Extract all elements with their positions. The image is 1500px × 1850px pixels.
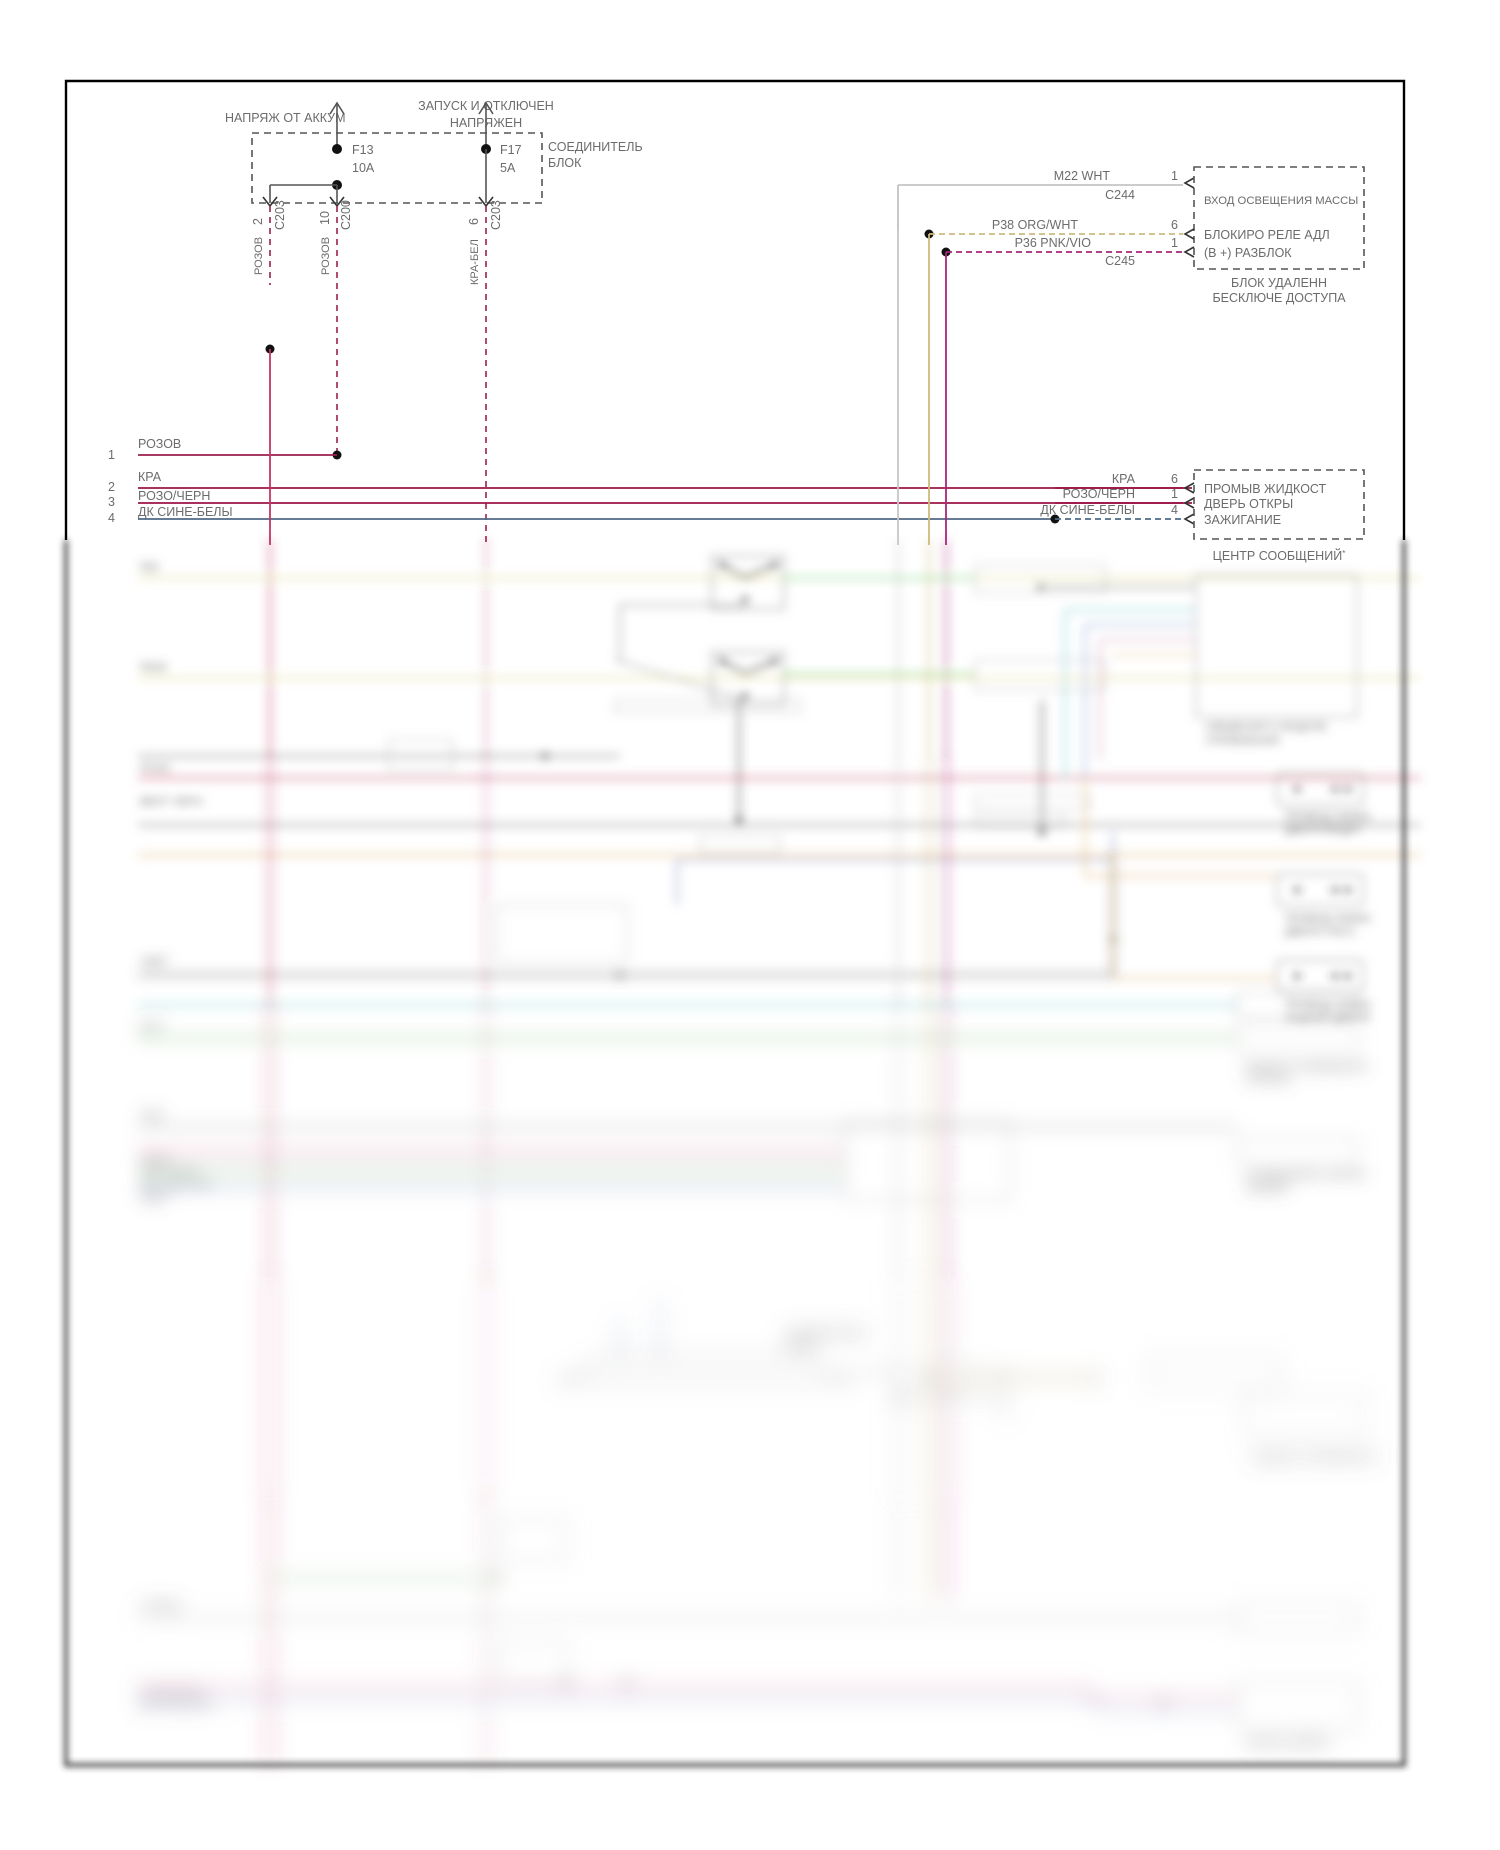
svg-text:1: 1 (1171, 487, 1178, 501)
svg-text:6: 6 (1171, 218, 1178, 232)
svg-text:4: 4 (1171, 503, 1178, 517)
svg-text:C244: C244 (1105, 188, 1135, 202)
svg-text:ЗАДНЕЕ: ЗАДНЕЕ (1245, 1182, 1289, 1194)
svg-text:БЕСКЛЮЧЕ ДОСТУПА: БЕСКЛЮЧЕ ДОСТУПА (1212, 291, 1346, 305)
svg-text:(В +) РАЗБЛОК: (В +) РАЗБЛОК (1204, 246, 1292, 260)
svg-text:5A: 5A (500, 161, 516, 175)
svg-text:10A: 10A (352, 161, 375, 175)
svg-text:ПРИВОД ЗАМКА: ПРИВОД ЗАМКА (1285, 811, 1371, 823)
svg-text:1: 1 (1171, 169, 1178, 183)
svg-text:10: 10 (318, 211, 332, 225)
svg-text:F17: F17 (500, 143, 522, 157)
svg-text:C245: C245 (1105, 254, 1135, 268)
svg-text:ПО: ПО (140, 561, 159, 575)
svg-text:РОЗОВ: РОЗОВ (138, 437, 181, 451)
svg-text:КРА-БЕЛ: КРА-БЕЛ (469, 239, 481, 285)
svg-text:БЛОК: БЛОК (548, 156, 582, 170)
svg-text:САЛОНА: САЛОНА (1245, 1074, 1292, 1086)
svg-text:ПРИВОД ЗАМКА: ПРИВОД ЗАМКА (1285, 999, 1371, 1011)
svg-text:ОСВЕЩ: ОСВЕЩ (140, 1601, 182, 1613)
svg-text:ДК СИНЕ-БЕЛЫ: ДК СИНЕ-БЕЛЫ (1040, 503, 1135, 517)
svg-text:ЗАЖИГАНИЕ: ЗАЖИГАНИЕ (1204, 513, 1281, 527)
svg-text:ДВЕРЬ ОТКРЫ: ДВЕРЬ ОТКРЫ (1204, 497, 1293, 511)
svg-text:ЗАЖ: ЗАЖ (140, 1110, 164, 1122)
svg-text:4: 4 (108, 511, 115, 525)
svg-text:МОДУЛЬ ДВЕРИ: МОДУЛЬ ДВЕРИ (1245, 1736, 1332, 1748)
svg-text:C203: C203 (273, 200, 287, 230)
svg-text:КРА: КРА (138, 470, 162, 484)
svg-text:МОДУЛЬ ОСВЕЩЕНИЯ: МОДУЛЬ ОСВЕЩЕНИЯ (1245, 1061, 1367, 1073)
svg-text:ДК СИНЕ-БЕЛ: ДК СИНЕ-БЕЛ (140, 1180, 213, 1192)
svg-text:РОЗО: РОЗО (140, 1154, 171, 1166)
svg-text:ВЕНТ ЧЕРН: ВЕНТ ЧЕРН (140, 796, 202, 808)
svg-text:P36 PNK/VIO: P36 PNK/VIO (1015, 236, 1092, 250)
svg-text:ДОП: ДОП (140, 1021, 164, 1033)
svg-text:СОЕДИНИТЕЛЬ: СОЕДИНИТЕЛЬ (548, 140, 643, 154)
svg-text:СВЕТ: СВЕТ (140, 1193, 170, 1205)
svg-text:P38 ORG/WHT: P38 ORG/WHT (992, 218, 1078, 232)
svg-text:ПРОМЫВ ЖИДКОСТ: ПРОМЫВ ЖИДКОСТ (1204, 482, 1327, 496)
svg-text:1: 1 (108, 448, 115, 462)
svg-text:2: 2 (251, 218, 265, 225)
svg-text:УПРАВЛЕНИЯ: УПРАВЛЕНИЯ (1205, 735, 1279, 747)
svg-text:3: 3 (108, 495, 115, 509)
svg-text:M22 WHT: M22 WHT (1054, 169, 1111, 183)
svg-text:6: 6 (467, 218, 481, 225)
svg-text:ПОЗ: ПОЗ (140, 661, 166, 675)
svg-text:БЛОК: БЛОК (785, 1341, 815, 1353)
svg-text:РОЗО/ЧЕРН: РОЗО/ЧЕРН (1063, 487, 1135, 501)
svg-text:ПРИВОД ЗАМКА: ПРИВОД ЗАМКА (1285, 913, 1371, 925)
svg-text:C203: C203 (489, 200, 503, 230)
svg-text:F13: F13 (352, 143, 374, 157)
svg-text:МОДУЛЬ УПРАВЛЕНИЯ: МОДУЛЬ УПРАВЛЕНИЯ (1252, 1451, 1376, 1463)
svg-text:СВЕДЕНИЯ О МОДУЛЕ: СВЕДЕНИЯ О МОДУЛЕ (1205, 721, 1327, 733)
svg-text:C200: C200 (339, 200, 353, 230)
svg-text:ЦЕНТР СООБЩЕНИЙ*: ЦЕНТР СООБЩЕНИЙ* (1213, 548, 1346, 563)
svg-text:6: 6 (1171, 472, 1178, 486)
svg-text:НАПРЯЖ ОТ АККУМ: НАПРЯЖ ОТ АККУМ (225, 111, 346, 125)
svg-text:КРА: КРА (1112, 472, 1136, 486)
svg-text:РОЗОВ: РОЗОВ (253, 237, 265, 275)
svg-text:РОЗО/ЧЕРН: РОЗО/ЧЕРН (138, 489, 210, 503)
svg-text:СВЕТЧЕРН: СВЕТЧЕРН (140, 1167, 199, 1179)
svg-text:БЛОКИРО РЕЛЕ АДЛ: БЛОКИРО РЕЛЕ АДЛ (1204, 228, 1330, 242)
svg-text:ДВЕРИ ПАСС: ДВЕРИ ПАСС (1285, 926, 1356, 938)
svg-text:РОЗОВ: РОЗОВ (320, 237, 332, 275)
svg-text:1: 1 (1171, 236, 1178, 250)
svg-text:БЛОК УДАЛЕНН: БЛОК УДАЛЕНН (1231, 276, 1327, 290)
svg-text:ВХОД ОСВЕЩЕНИЯ МАССЫ: ВХОД ОСВЕЩЕНИЯ МАССЫ (1204, 195, 1358, 207)
svg-text:ОСВЕЩЕНИЕ САЛОНА: ОСВЕЩЕНИЕ САЛОНА (1245, 1169, 1367, 1181)
svg-text:РОЗО: РОЗО (140, 763, 171, 775)
svg-text:СОЕДИНИТЕЛЬ: СОЕДИНИТЕЛЬ (785, 1328, 868, 1340)
svg-text:ДВЕРИ ВОДИТ: ДВЕРИ ВОДИТ (1285, 824, 1363, 836)
svg-text:СВЕТ: СВЕТ (140, 956, 170, 968)
svg-text:ДК СИНЕ-БЕЛЫ: ДК СИНЕ-БЕЛЫ (138, 505, 233, 519)
svg-text:2: 2 (108, 480, 115, 494)
